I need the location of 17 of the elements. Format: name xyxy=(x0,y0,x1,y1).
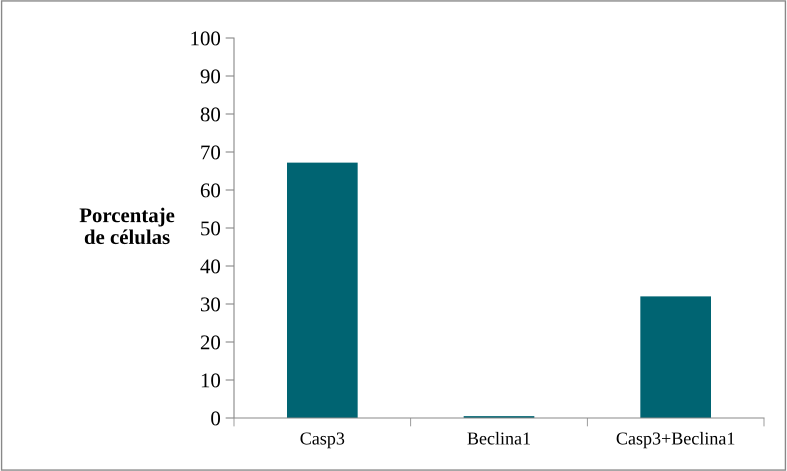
y-tick-label: 20 xyxy=(200,335,220,350)
y-tick-label: 80 xyxy=(200,107,220,122)
y-axis-title: Porcentaje de células xyxy=(80,208,174,244)
y-tick-label: 50 xyxy=(201,221,220,236)
y-tick-label: 100 xyxy=(191,31,220,46)
x-tick-label: Casp3 xyxy=(300,432,344,448)
y-tick-label: 30 xyxy=(200,297,220,312)
x-tick-label: Casp3+Beclina1 xyxy=(616,432,734,448)
y-tick-label: 10 xyxy=(202,373,220,388)
y-tick-label: 60 xyxy=(200,183,220,198)
bar xyxy=(640,296,711,418)
y-tick-label: 70 xyxy=(201,145,220,160)
y-tick-label: 0 xyxy=(211,411,220,426)
y-tick-label: 40 xyxy=(200,259,220,274)
y-tick-label: 90 xyxy=(200,69,220,84)
bar xyxy=(287,162,358,418)
x-tick-label: Beclina1 xyxy=(467,432,530,445)
